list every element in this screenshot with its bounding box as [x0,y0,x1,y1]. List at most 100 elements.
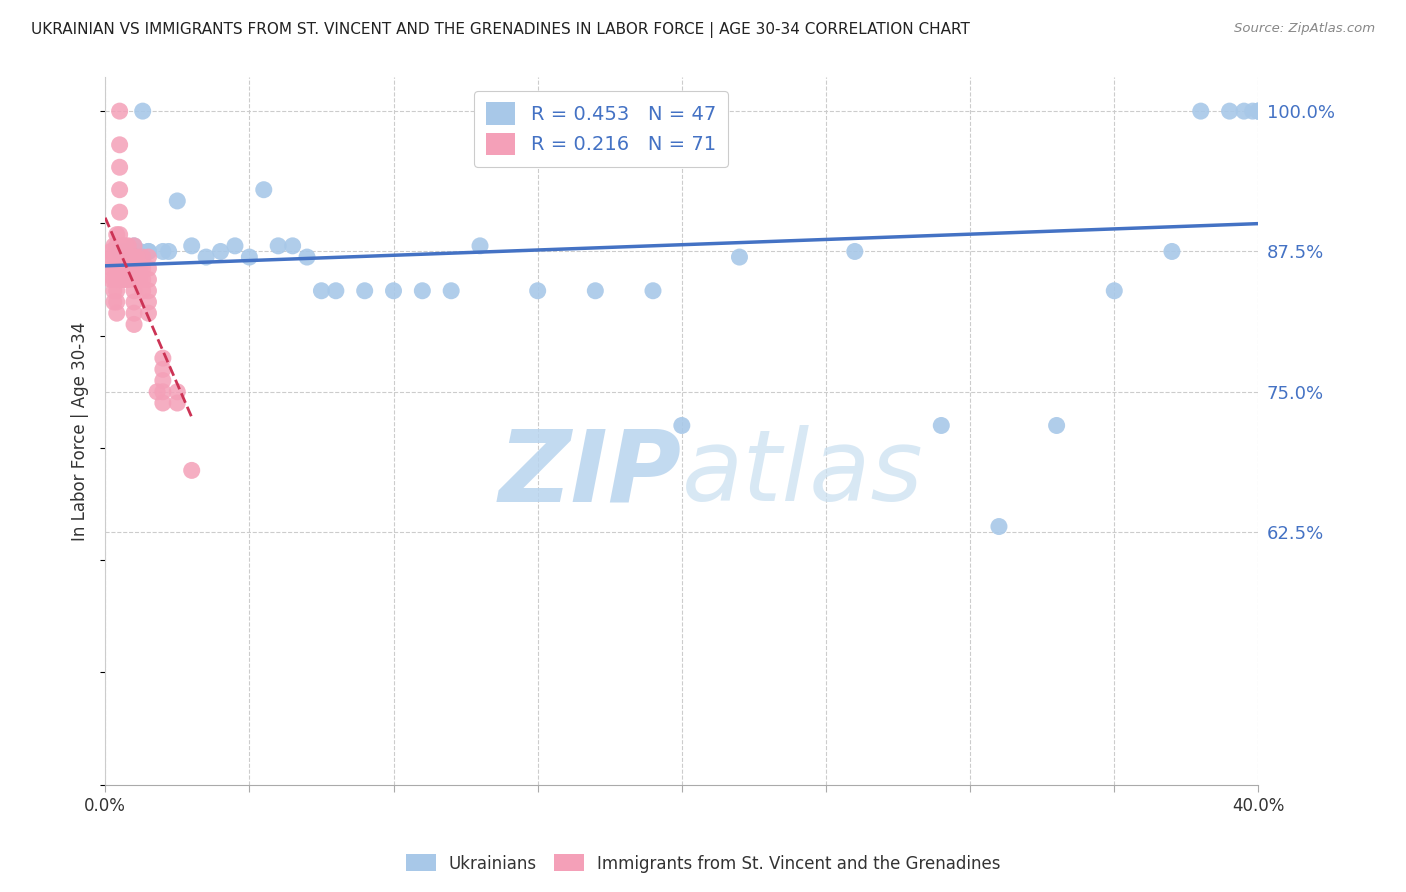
Point [311,284,333,298]
Point [105,295,128,310]
Point [844,244,866,259]
Point [122,250,145,264]
Point [108,183,131,197]
Point [152,362,174,376]
Point [157,244,180,259]
Point [114,244,136,259]
Point [100,250,122,264]
Point [1104,284,1126,298]
Point [120,250,142,264]
Point [128,272,150,286]
Point [114,250,136,264]
Point [120,261,142,276]
Point [108,272,131,286]
Point [195,250,218,264]
Point [100,261,122,276]
Point [114,261,136,276]
Text: Source: ZipAtlas.com: Source: ZipAtlas.com [1234,22,1375,36]
Text: atlas: atlas [682,425,924,522]
Point [122,244,145,259]
Point [238,250,260,264]
Point [131,104,153,119]
Text: ZIP: ZIP [499,425,682,522]
Point [108,244,131,259]
Point [929,418,952,433]
Point [138,244,160,259]
Point [122,295,145,310]
Point [224,239,246,253]
Point [138,261,160,276]
Point [152,351,174,365]
Point [117,244,139,259]
Point [180,239,202,253]
Point [125,250,148,264]
Point [526,284,548,298]
Point [105,261,128,276]
Point [122,244,145,259]
Point [152,244,174,259]
Point [122,239,145,253]
Point [111,261,134,276]
Point [105,284,128,298]
Point [111,272,134,286]
Point [103,295,125,310]
Point [108,227,131,242]
Point [295,250,318,264]
Point [111,239,134,253]
Point [728,250,751,264]
Point [583,284,606,298]
Point [131,284,153,298]
Point [671,418,693,433]
Point [103,284,125,298]
Point [152,374,174,388]
Point [1233,104,1256,119]
Point [122,318,145,332]
Point [138,284,160,298]
Point [105,306,128,320]
Point [117,239,139,253]
Point [641,284,664,298]
Point [122,284,145,298]
Point [353,284,375,298]
Point [987,519,1010,533]
Y-axis label: In Labor Force | Age 30-34: In Labor Force | Age 30-34 [72,321,89,541]
Point [138,295,160,310]
Point [103,250,125,264]
Point [325,284,347,298]
Point [1247,104,1270,119]
Point [108,137,131,152]
Point [166,194,188,208]
Point [131,250,153,264]
Point [131,261,153,276]
Point [209,244,232,259]
Point [440,284,463,298]
Point [105,227,128,242]
Point [138,244,160,259]
Point [1247,104,1270,119]
Point [100,272,122,286]
Point [1161,244,1184,259]
Point [122,239,145,253]
Point [138,250,160,264]
Point [108,250,131,264]
Point [1189,104,1212,119]
Point [114,272,136,286]
Point [152,384,174,399]
Point [117,272,139,286]
Point [166,396,188,410]
Point [1046,418,1069,433]
Point [122,306,145,320]
Point [382,284,405,298]
Point [128,261,150,276]
Point [105,250,128,264]
Point [138,272,160,286]
Point [267,239,290,253]
Point [122,272,145,286]
Point [111,250,134,264]
Point [117,261,139,276]
Point [146,384,169,399]
Point [100,244,122,259]
Point [1241,104,1264,119]
Point [125,261,148,276]
Point [108,104,131,119]
